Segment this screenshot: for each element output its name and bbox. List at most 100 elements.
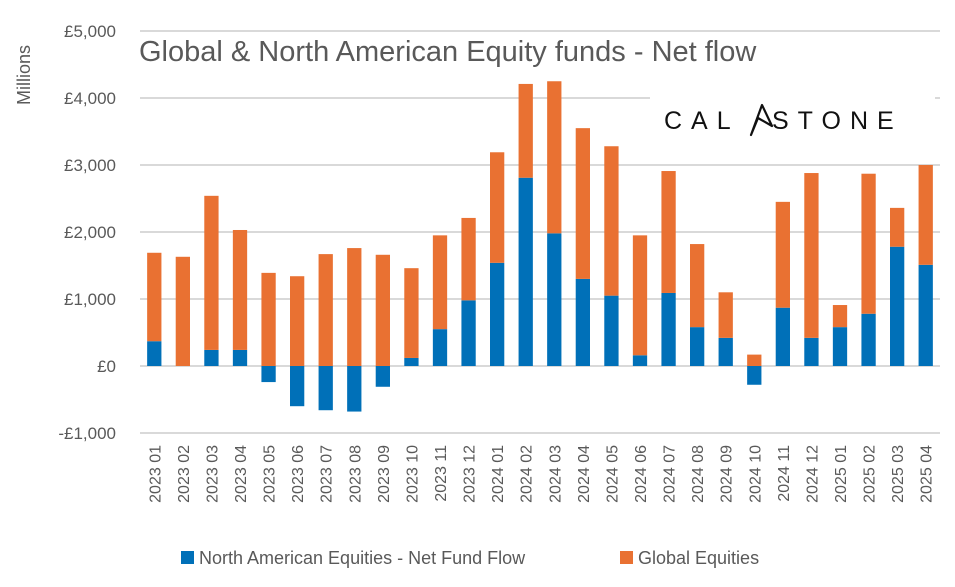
bar-global[interactable] [347,248,362,366]
bar-global[interactable] [861,173,876,314]
bar-north-american[interactable] [832,327,848,366]
bar-north-american[interactable] [718,337,733,366]
bar-global[interactable] [461,217,476,301]
bar-north-american[interactable] [490,262,505,366]
logo-text-left: CAL [664,107,740,135]
bar-global[interactable] [632,235,648,356]
x-tick-label: 2023 04 [233,445,250,503]
bar-global[interactable] [690,244,705,328]
bar-north-american[interactable] [918,264,933,366]
bar-north-american[interactable] [632,355,648,366]
bar-north-american[interactable] [375,366,390,387]
y-tick-label: -£1,000 [58,424,116,443]
x-tick-label: 2023 03 [204,445,221,503]
bar-global[interactable] [718,292,733,338]
x-tick-label: 2023 09 [376,445,393,503]
bar-north-american[interactable] [604,295,619,366]
y-tick-label: £2,000 [64,223,116,242]
bar-north-american[interactable] [518,177,533,366]
bar-north-american[interactable] [232,349,248,366]
x-tick-label: 2024 03 [547,445,564,503]
bar-north-american[interactable] [404,357,419,366]
bar-global[interactable] [518,83,533,178]
x-tick-label: 2024 08 [690,445,707,503]
bar-global[interactable] [290,276,305,366]
legend-item-north-american[interactable]: North American Equities - Net Fund Flow [181,548,526,568]
chart-title: Global & North American Equity funds - N… [139,36,757,68]
y-axis-title: Millions [14,45,34,105]
bar-global[interactable] [404,268,419,358]
bar-global[interactable] [232,229,248,350]
bar-global[interactable] [661,171,676,293]
legend-swatch-global [620,551,633,564]
y-tick-label: £4,000 [64,89,116,108]
bar-north-american[interactable] [775,307,790,366]
bar-north-american[interactable] [261,366,276,383]
bar-global[interactable] [918,165,933,265]
legend-label-global: Global Equities [638,548,759,568]
bar-north-american[interactable] [461,300,476,366]
x-tick-label: 2025 02 [862,445,879,503]
bar-global[interactable] [318,254,333,366]
bar-global[interactable] [261,272,276,366]
bar-north-american[interactable] [747,366,762,385]
legend-swatch-north-american [181,551,194,564]
x-tick-label: 2023 10 [404,445,421,503]
x-tick-label: 2024 01 [490,445,507,503]
x-tick-label: 2023 02 [176,445,193,503]
bar-global[interactable] [375,254,390,366]
bar-global[interactable] [175,256,190,366]
x-axis-tick-labels: 2023 01 2023 02 2023 03 2023 04 2023 05 2023 … [147,445,935,503]
bar-north-american[interactable] [804,337,819,366]
y-tick-label: £0 [97,357,116,376]
x-tick-label: 2023 06 [290,445,307,503]
calastone-logo: CAL STONE [650,95,935,140]
bar-north-american[interactable] [204,349,219,366]
bar-north-american[interactable] [347,366,362,412]
x-tick-label: 2024 05 [604,445,621,503]
bar-north-american[interactable] [147,341,162,366]
bar-global[interactable] [775,201,790,308]
x-tick-label: 2024 10 [747,445,764,503]
bar-global[interactable] [432,235,448,330]
bar-global[interactable] [804,173,819,338]
x-tick-label: 2023 12 [462,445,479,503]
bar-north-american[interactable] [318,366,333,411]
x-tick-label: 2024 09 [719,445,736,503]
x-tick-label: 2024 11 [776,445,793,502]
bar-north-american[interactable] [432,329,448,366]
x-tick-label: 2023 08 [347,445,364,503]
bar-global[interactable] [890,207,905,247]
bar-north-american[interactable] [890,246,905,366]
bar-north-american[interactable] [547,233,562,366]
y-tick-label: £5,000 [64,22,116,41]
x-tick-label: 2025 01 [833,445,850,503]
x-tick-label: 2024 07 [662,445,679,503]
bar-global[interactable] [832,305,848,328]
x-tick-label: 2024 12 [804,445,821,503]
x-tick-label: 2024 02 [519,445,536,503]
logo-text-right: STONE [772,107,903,135]
x-tick-label: 2023 11 [433,445,450,502]
bar-north-american[interactable] [661,292,676,366]
legend: North American Equities - Net Fund Flow … [181,548,759,568]
x-tick-label: 2023 01 [147,445,164,503]
bar-global[interactable] [147,252,162,342]
bar-north-american[interactable] [290,366,305,407]
x-tick-label: 2025 04 [919,445,936,503]
bar-global[interactable] [575,128,590,279]
bar-global[interactable] [547,81,562,234]
bar-global[interactable] [204,195,219,350]
x-tick-label: 2023 07 [319,445,336,503]
stylised-a-arrow-icon [749,103,774,137]
bar-north-american[interactable] [575,278,590,366]
y-axis-tick-labels: -£1,000 £0 £1,000 £2,000 £3,000 £4,000 £5,000 [58,22,116,443]
legend-item-global[interactable]: Global Equities [620,548,759,568]
bar-north-american[interactable] [690,327,705,366]
bar-global[interactable] [604,146,619,296]
bar-global[interactable] [490,152,505,263]
y-tick-label: £3,000 [64,156,116,175]
bar-global[interactable] [747,354,762,366]
bar-north-american[interactable] [861,313,876,366]
